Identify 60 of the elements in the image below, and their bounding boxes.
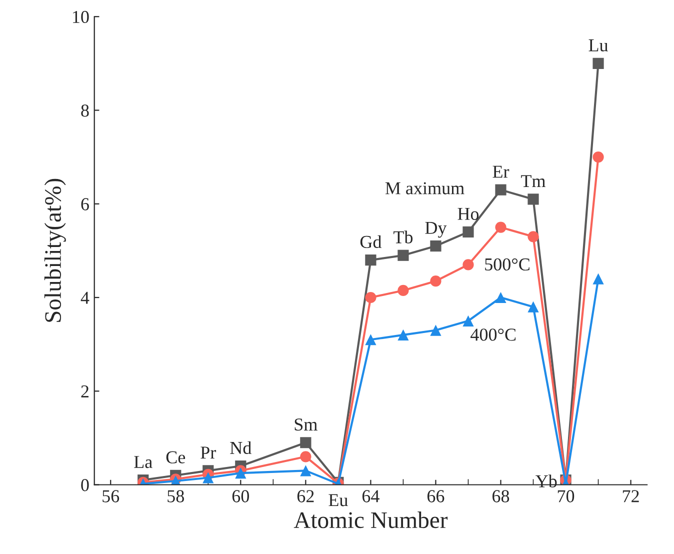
point bbox=[430, 240, 442, 252]
point bbox=[592, 273, 604, 284]
point bbox=[528, 301, 539, 312]
point bbox=[398, 250, 409, 261]
series-label: M aximum bbox=[385, 182, 464, 194]
point bbox=[365, 254, 376, 266]
y-tick-label: 4 bbox=[80, 292, 90, 304]
point bbox=[462, 315, 474, 326]
annotation: Er bbox=[492, 166, 510, 178]
point bbox=[495, 222, 506, 233]
point bbox=[300, 465, 312, 476]
y-tick-label: 6 bbox=[81, 198, 89, 210]
point bbox=[202, 472, 214, 484]
point bbox=[398, 329, 409, 341]
annotation: Sm bbox=[294, 418, 318, 431]
x-tick-label: 66 bbox=[427, 490, 444, 502]
annotation: Nd bbox=[230, 441, 252, 454]
y-tick-label: 2 bbox=[81, 385, 89, 398]
annotation: Tb bbox=[394, 230, 413, 244]
annotation: Tm bbox=[521, 175, 546, 188]
point bbox=[300, 437, 312, 448]
annotation: Dy bbox=[425, 222, 447, 238]
point bbox=[495, 292, 506, 304]
y-tick-label: 8 bbox=[81, 104, 89, 117]
x-tick-label: 56 bbox=[102, 490, 120, 502]
point bbox=[235, 467, 246, 479]
series-label: 400°C bbox=[470, 328, 516, 341]
point bbox=[398, 284, 409, 296]
annotation: Yb bbox=[536, 474, 557, 488]
annotation: La bbox=[134, 456, 152, 468]
point bbox=[528, 231, 539, 242]
annotation: Ce bbox=[166, 451, 186, 464]
point bbox=[592, 152, 604, 163]
x-tick-label: 60 bbox=[232, 490, 249, 502]
x-tick-label: 70 bbox=[558, 490, 574, 502]
point bbox=[462, 226, 474, 238]
y-tick-label: 10 bbox=[73, 10, 89, 24]
x-tick-label: 62 bbox=[297, 490, 314, 502]
annotation: Ho bbox=[458, 208, 479, 220]
x-tick-label: 58 bbox=[168, 490, 184, 502]
y-axis-title: Solubility(at%) bbox=[44, 178, 66, 322]
annotation: Pr bbox=[200, 446, 216, 459]
point bbox=[592, 58, 604, 69]
point bbox=[495, 184, 506, 196]
point bbox=[430, 276, 442, 287]
point bbox=[365, 334, 376, 346]
x-tick-label: 68 bbox=[492, 490, 510, 502]
y-tick-label: 0 bbox=[81, 479, 89, 492]
point bbox=[365, 292, 376, 304]
point bbox=[300, 451, 312, 462]
x-tick-label: 64 bbox=[362, 490, 380, 502]
point bbox=[528, 194, 539, 205]
point bbox=[462, 259, 474, 270]
point bbox=[430, 324, 442, 336]
annotation: Lu bbox=[588, 39, 608, 52]
annotation: Eu bbox=[328, 494, 348, 506]
x-axis-title: Atomic Number bbox=[294, 512, 448, 528]
x-tick-label: 72 bbox=[622, 490, 639, 502]
annotation: Gd bbox=[360, 235, 382, 248]
series-label: 500°C bbox=[485, 258, 530, 271]
